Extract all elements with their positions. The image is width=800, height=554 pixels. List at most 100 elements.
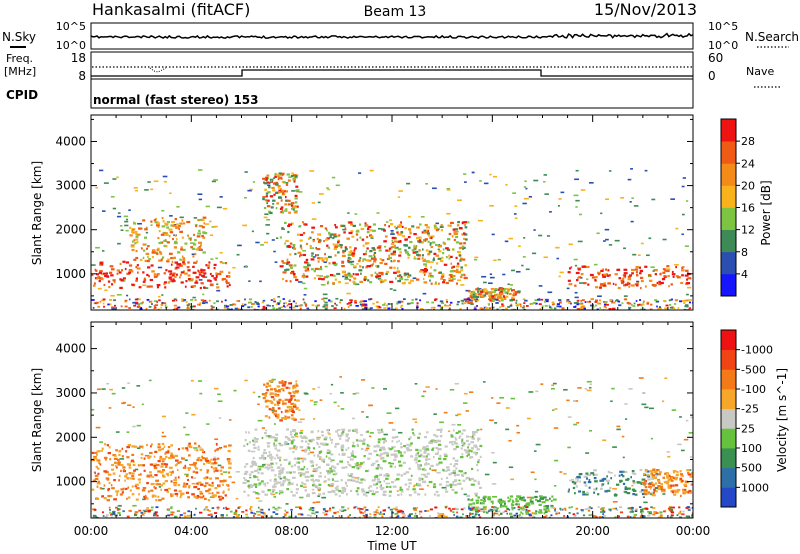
echo-cell [396,449,399,453]
echo-cell [272,490,275,493]
echo-cell [599,284,604,287]
echo-cell [280,411,283,414]
echo-cell [194,238,197,242]
echo-cell [272,203,275,205]
echo-cell [216,308,219,310]
echo-cell [437,245,442,248]
echo-cell [292,494,296,497]
echo-cell [508,237,514,240]
echo-cell [128,307,132,309]
echo-cell [192,285,196,288]
echo-cell [154,487,157,490]
echo-cell [187,278,192,281]
echo-cell [332,236,335,240]
echo-cell [381,515,384,518]
echo-cell [590,472,595,475]
echo-cell [398,439,400,443]
echo-cell [153,514,156,516]
echo-cell [332,261,336,264]
echo-cell [181,300,185,302]
echo-cell [270,462,274,465]
echo-cell [211,180,216,183]
velocity-colorbar-tick-label: 500 [741,462,762,475]
echo-cell [369,169,374,172]
echo-cell [632,493,635,496]
echo-cell [282,278,285,281]
echo-cell [461,432,464,435]
echo-cell [571,480,576,484]
echo-cell [381,259,385,262]
echo-cell [684,245,689,247]
echo-cell [490,291,495,293]
echo-cell [171,224,176,227]
echo-cell [301,481,304,484]
echo-cell [254,469,258,473]
echo-cell [590,513,594,516]
echo-cell [274,261,278,263]
echo-cell [424,493,427,496]
echo-cell [380,430,384,434]
echo-cell [527,509,531,512]
echo-cell [550,506,553,509]
echo-cell [382,490,387,493]
echo-cell [450,255,453,258]
echo-cell [327,472,331,475]
echo-cell [215,448,219,451]
echo-cell [170,454,174,457]
echo-cell [128,271,131,274]
echo-cell [501,290,504,293]
echo-cell [582,490,585,494]
echo-cell [126,515,130,518]
echo-cell [391,231,393,234]
echo-cell [307,237,310,240]
echo-cell [310,461,314,464]
echo-cell [251,230,254,233]
echo-cell [447,238,451,241]
echo-cell [217,393,221,396]
echo-cell [103,497,107,500]
echo-cell [170,493,172,496]
echo-cell [300,429,304,432]
echo-cell [262,307,267,310]
echo-cell [380,484,382,487]
echo-cell [526,509,528,513]
echo-cell [494,298,497,301]
echo-cell [269,388,274,391]
echo-cell [249,507,252,510]
echo-cell [336,485,339,488]
echo-cell [330,438,334,441]
echo-cell [473,297,476,300]
echo-cell [352,450,354,453]
echo-cell [471,291,476,294]
echo-cell [486,289,489,292]
echo-cell [476,501,479,505]
echo-cell [474,445,478,448]
echo-cell [579,303,583,306]
echo-cell [305,258,309,261]
echo-cell [249,188,253,191]
echo-cell [132,504,137,507]
echo-cell [110,294,115,297]
echo-cell [437,304,441,307]
echo-cell [291,190,296,192]
echo-cell [199,248,203,251]
echo-cell [417,493,421,496]
echo-cell [568,488,570,491]
echo-cell [636,481,640,484]
echo-cell [104,443,106,446]
echo-cell [574,284,577,287]
echo-cell [298,191,303,193]
echo-cell [92,306,95,309]
power-colorbar-tick-label: 8 [741,246,748,259]
echo-cell [254,438,259,441]
echo-cell [147,259,149,263]
echo-cell [514,293,517,296]
echo-cell [688,491,693,494]
echo-cell [591,305,595,308]
echo-cell [282,211,284,214]
echo-cell [199,218,203,221]
echo-cell [476,429,480,431]
echo-cell [344,278,350,281]
echo-cell [394,513,396,515]
echo-cell [327,463,329,466]
